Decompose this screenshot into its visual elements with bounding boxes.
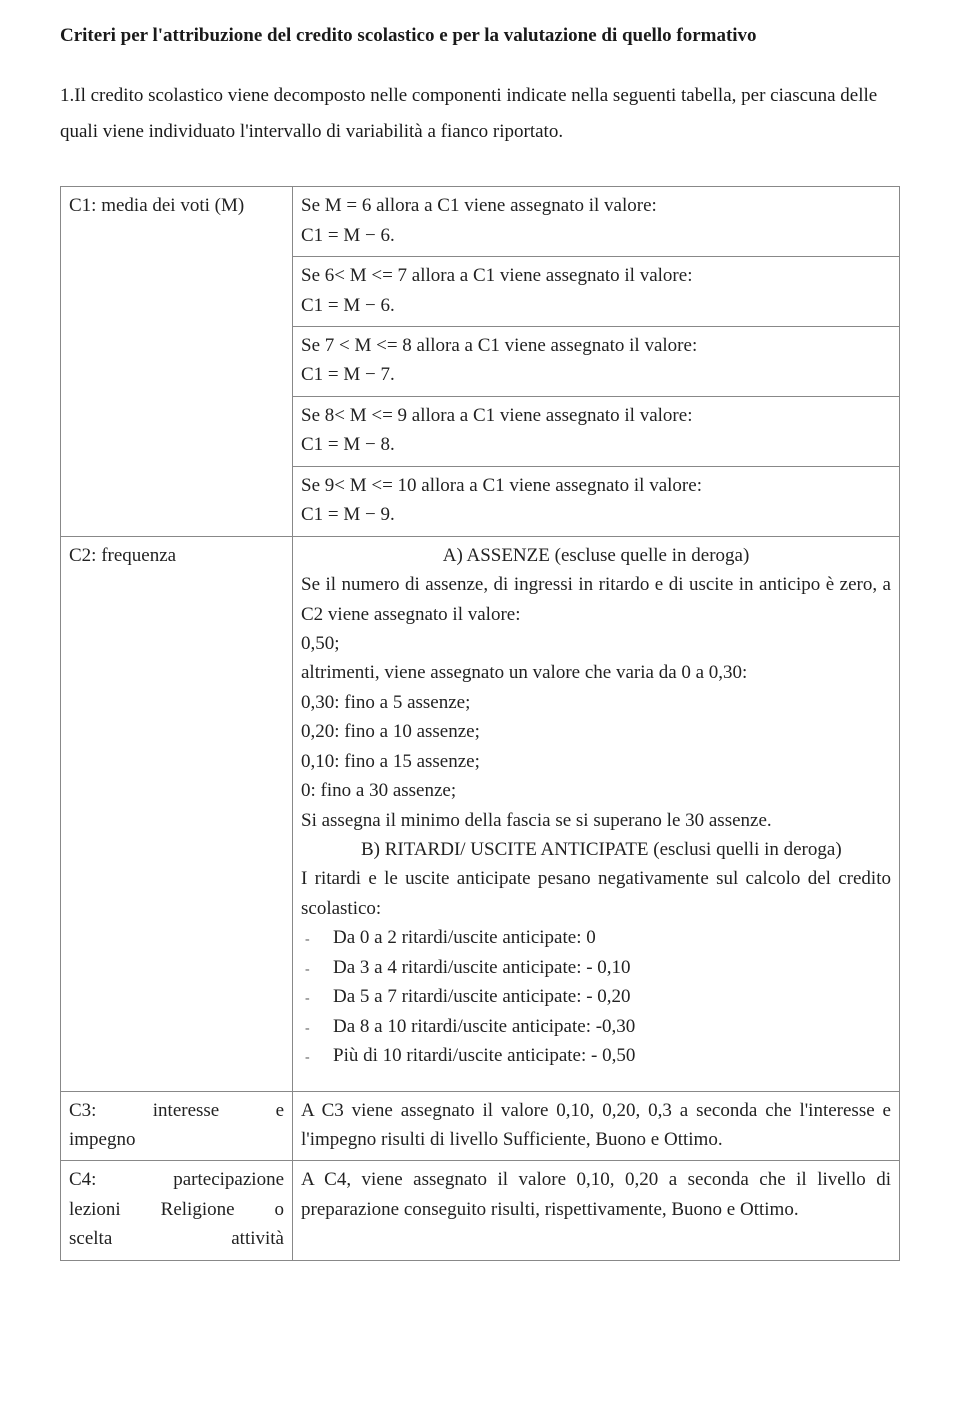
c2-a5: 0,20: fino a 10 assenze;: [301, 717, 891, 746]
c3-label: C3: interesse e impegno: [61, 1091, 293, 1161]
c4-label-g: attività: [231, 1224, 284, 1253]
c1-rule-4: Se 8< M <= 9 allora a C1 viene assegnato…: [293, 396, 900, 466]
dash-icon: -: [305, 982, 315, 1010]
list-item: -Da 3 a 4 ritardi/uscite anticipate: - 0…: [301, 953, 891, 982]
page: Criteri per l'attribuzione del credito s…: [0, 0, 960, 1281]
intro-paragraph: 1.Il credito scolastico viene decomposto…: [60, 78, 900, 150]
c2-a2: 0,50;: [301, 629, 891, 658]
c4-label-d: Religione: [161, 1195, 235, 1224]
c4-label-f: scelta: [69, 1224, 112, 1253]
c1-rule-2: Se 6< M <= 7 allora a C1 viene assegnato…: [293, 257, 900, 327]
c1-label: C1: media dei voti (M): [61, 187, 293, 536]
c2-a8: Si assegna il minimo della fascia se si …: [301, 806, 891, 835]
c2-a7: 0: fino a 30 assenze;: [301, 776, 891, 805]
c1-r4b: C1 = M − 8.: [301, 434, 395, 455]
list-item: -Da 8 a 10 ritardi/uscite anticipate: -0…: [301, 1012, 891, 1041]
c4-content: A C4, viene assegnato il valore 0,10, 0,…: [293, 1161, 900, 1260]
c2-li1: Da 0 a 2 ritardi/uscite anticipate: 0: [333, 923, 596, 952]
c2-section-b-title: B) RITARDI/ USCITE ANTICIPATE (esclusi q…: [301, 835, 891, 864]
c1-rule-1: Se M = 6 allora a C1 viene assegnato il …: [293, 187, 900, 257]
c3-label-b: interesse: [153, 1096, 219, 1125]
c1-r1b: C1 = M − 6.: [301, 225, 395, 246]
c4-label-b: partecipazione: [173, 1165, 284, 1194]
c4-label: C4: partecipazione lezioni Religione o s…: [61, 1161, 293, 1260]
c4-label-e: o: [275, 1195, 285, 1224]
c2-li2: Da 3 a 4 ritardi/uscite anticipate: - 0,…: [333, 953, 631, 982]
dash-icon: -: [305, 953, 315, 981]
list-item: -Più di 10 ritardi/uscite anticipate: - …: [301, 1041, 891, 1070]
c1-r5b: C1 = M − 9.: [301, 504, 395, 525]
dash-icon: -: [305, 1041, 315, 1069]
c2-a4: 0,30: fino a 5 assenze;: [301, 688, 891, 717]
c1-r3a: Se 7 < M <= 8 allora a C1 viene assegnat…: [301, 335, 697, 356]
c2-b1: I ritardi e le uscite anticipate pesano …: [301, 864, 891, 923]
c2-li5: Più di 10 ritardi/uscite anticipate: - 0…: [333, 1041, 635, 1070]
c1-rule-3: Se 7 < M <= 8 allora a C1 viene assegnat…: [293, 327, 900, 397]
c1-r2b: C1 = M − 6.: [301, 295, 395, 316]
c1-r3b: C1 = M − 7.: [301, 364, 395, 385]
c1-r2a: Se 6< M <= 7 allora a C1 viene assegnato…: [301, 265, 692, 286]
c2-content: A) ASSENZE (escluse quelle in deroga) Se…: [293, 536, 900, 1091]
c3-label-a: C3:: [69, 1096, 96, 1125]
criteria-table: C1: media dei voti (M) Se M = 6 allora a…: [60, 186, 900, 1260]
c1-r5a: Se 9< M <= 10 allora a C1 viene assegnat…: [301, 475, 702, 496]
c4-label-a: C4:: [69, 1165, 96, 1194]
c4-label-c: lezioni: [69, 1195, 121, 1224]
c3-content: A C3 viene assegnato il valore 0,10, 0,2…: [293, 1091, 900, 1161]
document-heading: Criteri per l'attribuzione del credito s…: [60, 18, 900, 54]
c2-a3: altrimenti, viene assegnato un valore ch…: [301, 658, 891, 687]
c2-label: C2: frequenza: [61, 536, 293, 1091]
list-item: -Da 5 a 7 ritardi/uscite anticipate: - 0…: [301, 982, 891, 1011]
c2-li4: Da 8 a 10 ritardi/uscite anticipate: -0,…: [333, 1012, 635, 1041]
c3-label-d: impegno: [69, 1129, 136, 1150]
c2-a6: 0,10: fino a 15 assenze;: [301, 747, 891, 776]
c2-li3: Da 5 a 7 ritardi/uscite anticipate: - 0,…: [333, 982, 631, 1011]
c2-section-a-title: A) ASSENZE (escluse quelle in deroga): [301, 541, 891, 570]
dash-icon: -: [305, 1012, 315, 1040]
c3-label-c: e: [276, 1096, 284, 1125]
list-item: -Da 0 a 2 ritardi/uscite anticipate: 0: [301, 923, 891, 952]
c1-rule-5: Se 9< M <= 10 allora a C1 viene assegnat…: [293, 466, 900, 536]
c2-a1: Se il numero di assenze, di ingressi in …: [301, 570, 891, 629]
dash-icon: -: [305, 923, 315, 951]
c1-r4a: Se 8< M <= 9 allora a C1 viene assegnato…: [301, 405, 692, 426]
c1-r1a: Se M = 6 allora a C1 viene assegnato il …: [301, 195, 657, 216]
c2-list: -Da 0 a 2 ritardi/uscite anticipate: 0 -…: [301, 923, 891, 1070]
